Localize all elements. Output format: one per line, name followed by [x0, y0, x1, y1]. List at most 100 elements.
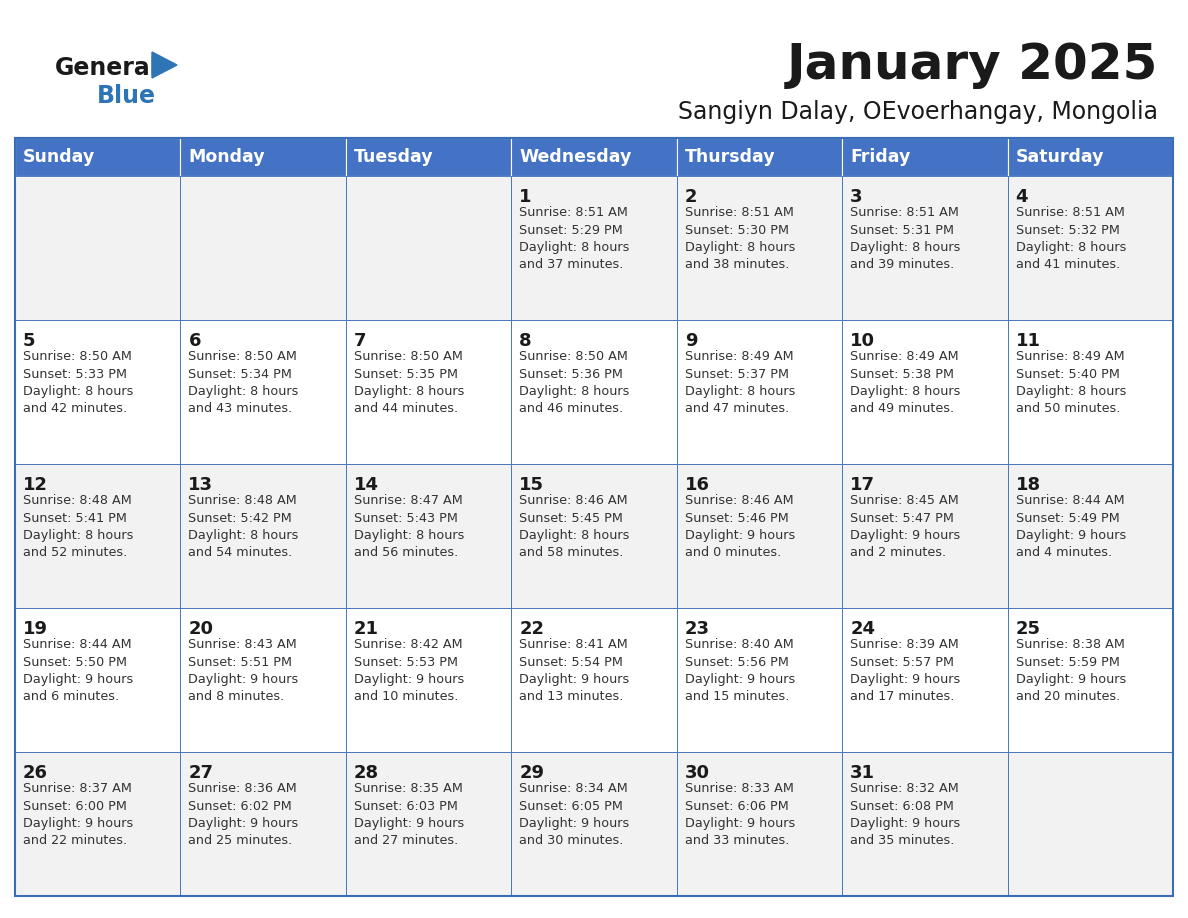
- Text: Sunrise: 8:44 AM
Sunset: 5:49 PM
Daylight: 9 hours
and 4 minutes.: Sunrise: 8:44 AM Sunset: 5:49 PM Dayligh…: [1016, 494, 1126, 559]
- Text: 19: 19: [23, 620, 48, 638]
- Text: Sunrise: 8:34 AM
Sunset: 6:05 PM
Daylight: 9 hours
and 30 minutes.: Sunrise: 8:34 AM Sunset: 6:05 PM Dayligh…: [519, 782, 630, 847]
- Text: 18: 18: [1016, 476, 1041, 494]
- Bar: [1007, 320, 1173, 464]
- Text: Sunrise: 8:42 AM
Sunset: 5:53 PM
Daylight: 9 hours
and 10 minutes.: Sunrise: 8:42 AM Sunset: 5:53 PM Dayligh…: [354, 638, 465, 703]
- Bar: [346, 752, 511, 896]
- Text: January 2025: January 2025: [786, 41, 1158, 89]
- Bar: [677, 752, 842, 896]
- Text: 24: 24: [851, 620, 876, 638]
- Bar: [511, 320, 677, 464]
- Text: Sunrise: 8:38 AM
Sunset: 5:59 PM
Daylight: 9 hours
and 20 minutes.: Sunrise: 8:38 AM Sunset: 5:59 PM Dayligh…: [1016, 638, 1126, 703]
- Bar: [15, 464, 181, 608]
- Text: Sunrise: 8:46 AM
Sunset: 5:46 PM
Daylight: 9 hours
and 0 minutes.: Sunrise: 8:46 AM Sunset: 5:46 PM Dayligh…: [684, 494, 795, 559]
- Text: Sunrise: 8:49 AM
Sunset: 5:38 PM
Daylight: 8 hours
and 49 minutes.: Sunrise: 8:49 AM Sunset: 5:38 PM Dayligh…: [851, 350, 961, 416]
- Text: Sunrise: 8:35 AM
Sunset: 6:03 PM
Daylight: 9 hours
and 27 minutes.: Sunrise: 8:35 AM Sunset: 6:03 PM Dayligh…: [354, 782, 465, 847]
- Bar: [346, 176, 511, 320]
- Text: 21: 21: [354, 620, 379, 638]
- Bar: [346, 608, 511, 752]
- Text: 6: 6: [189, 332, 201, 350]
- Bar: [1007, 752, 1173, 896]
- Text: 7: 7: [354, 332, 366, 350]
- Polygon shape: [152, 52, 177, 78]
- Text: Thursday: Thursday: [684, 148, 776, 166]
- Bar: [511, 464, 677, 608]
- Text: General: General: [55, 56, 159, 80]
- Text: 15: 15: [519, 476, 544, 494]
- Bar: [1007, 176, 1173, 320]
- Bar: [1007, 608, 1173, 752]
- Bar: [511, 176, 677, 320]
- Text: Sunrise: 8:32 AM
Sunset: 6:08 PM
Daylight: 9 hours
and 35 minutes.: Sunrise: 8:32 AM Sunset: 6:08 PM Dayligh…: [851, 782, 960, 847]
- Text: Monday: Monday: [189, 148, 265, 166]
- Text: Sunrise: 8:40 AM
Sunset: 5:56 PM
Daylight: 9 hours
and 15 minutes.: Sunrise: 8:40 AM Sunset: 5:56 PM Dayligh…: [684, 638, 795, 703]
- Text: Sunrise: 8:37 AM
Sunset: 6:00 PM
Daylight: 9 hours
and 22 minutes.: Sunrise: 8:37 AM Sunset: 6:00 PM Dayligh…: [23, 782, 133, 847]
- Text: Sunrise: 8:48 AM
Sunset: 5:42 PM
Daylight: 8 hours
and 54 minutes.: Sunrise: 8:48 AM Sunset: 5:42 PM Dayligh…: [189, 494, 299, 559]
- Text: 2: 2: [684, 188, 697, 206]
- Bar: [15, 608, 181, 752]
- Text: Sunrise: 8:50 AM
Sunset: 5:34 PM
Daylight: 8 hours
and 43 minutes.: Sunrise: 8:50 AM Sunset: 5:34 PM Dayligh…: [189, 350, 299, 416]
- Text: Sunrise: 8:50 AM
Sunset: 5:33 PM
Daylight: 8 hours
and 42 minutes.: Sunrise: 8:50 AM Sunset: 5:33 PM Dayligh…: [23, 350, 133, 416]
- Text: 5: 5: [23, 332, 36, 350]
- Bar: [181, 608, 346, 752]
- Bar: [677, 320, 842, 464]
- Text: 1: 1: [519, 188, 532, 206]
- Bar: [346, 464, 511, 608]
- Bar: [511, 752, 677, 896]
- Text: 12: 12: [23, 476, 48, 494]
- Text: Wednesday: Wednesday: [519, 148, 632, 166]
- Text: 8: 8: [519, 332, 532, 350]
- Bar: [1007, 464, 1173, 608]
- Bar: [181, 320, 346, 464]
- Text: 29: 29: [519, 764, 544, 782]
- Text: Sunrise: 8:45 AM
Sunset: 5:47 PM
Daylight: 9 hours
and 2 minutes.: Sunrise: 8:45 AM Sunset: 5:47 PM Dayligh…: [851, 494, 960, 559]
- Text: 13: 13: [189, 476, 214, 494]
- Text: 17: 17: [851, 476, 876, 494]
- Text: Sunrise: 8:46 AM
Sunset: 5:45 PM
Daylight: 8 hours
and 58 minutes.: Sunrise: 8:46 AM Sunset: 5:45 PM Dayligh…: [519, 494, 630, 559]
- Bar: [181, 752, 346, 896]
- Text: 16: 16: [684, 476, 709, 494]
- Text: Sunrise: 8:49 AM
Sunset: 5:40 PM
Daylight: 8 hours
and 50 minutes.: Sunrise: 8:49 AM Sunset: 5:40 PM Dayligh…: [1016, 350, 1126, 416]
- Text: 23: 23: [684, 620, 709, 638]
- Bar: [181, 176, 346, 320]
- Text: Tuesday: Tuesday: [354, 148, 434, 166]
- Text: Sunrise: 8:51 AM
Sunset: 5:31 PM
Daylight: 8 hours
and 39 minutes.: Sunrise: 8:51 AM Sunset: 5:31 PM Dayligh…: [851, 206, 961, 272]
- Text: 28: 28: [354, 764, 379, 782]
- Bar: [842, 320, 1007, 464]
- Bar: [842, 464, 1007, 608]
- Bar: [677, 464, 842, 608]
- Bar: [1007, 138, 1173, 176]
- Text: Sunrise: 8:33 AM
Sunset: 6:06 PM
Daylight: 9 hours
and 33 minutes.: Sunrise: 8:33 AM Sunset: 6:06 PM Dayligh…: [684, 782, 795, 847]
- Bar: [511, 138, 677, 176]
- Text: 11: 11: [1016, 332, 1041, 350]
- Text: Sunrise: 8:50 AM
Sunset: 5:35 PM
Daylight: 8 hours
and 44 minutes.: Sunrise: 8:50 AM Sunset: 5:35 PM Dayligh…: [354, 350, 465, 416]
- Bar: [842, 752, 1007, 896]
- Text: 9: 9: [684, 332, 697, 350]
- Bar: [15, 138, 181, 176]
- Text: Sunrise: 8:51 AM
Sunset: 5:32 PM
Daylight: 8 hours
and 41 minutes.: Sunrise: 8:51 AM Sunset: 5:32 PM Dayligh…: [1016, 206, 1126, 272]
- Text: Sunrise: 8:41 AM
Sunset: 5:54 PM
Daylight: 9 hours
and 13 minutes.: Sunrise: 8:41 AM Sunset: 5:54 PM Dayligh…: [519, 638, 630, 703]
- Bar: [15, 752, 181, 896]
- Text: 4: 4: [1016, 188, 1028, 206]
- Bar: [511, 608, 677, 752]
- Bar: [181, 138, 346, 176]
- Text: Sunday: Sunday: [23, 148, 95, 166]
- Text: 26: 26: [23, 764, 48, 782]
- Text: 22: 22: [519, 620, 544, 638]
- Bar: [842, 176, 1007, 320]
- Bar: [181, 464, 346, 608]
- Text: Sunrise: 8:49 AM
Sunset: 5:37 PM
Daylight: 8 hours
and 47 minutes.: Sunrise: 8:49 AM Sunset: 5:37 PM Dayligh…: [684, 350, 795, 416]
- Bar: [677, 176, 842, 320]
- Text: Sunrise: 8:44 AM
Sunset: 5:50 PM
Daylight: 9 hours
and 6 minutes.: Sunrise: 8:44 AM Sunset: 5:50 PM Dayligh…: [23, 638, 133, 703]
- Text: 27: 27: [189, 764, 214, 782]
- Bar: [15, 138, 1173, 896]
- Bar: [677, 608, 842, 752]
- Text: Friday: Friday: [851, 148, 910, 166]
- Bar: [346, 138, 511, 176]
- Bar: [15, 320, 181, 464]
- Text: Sunrise: 8:51 AM
Sunset: 5:30 PM
Daylight: 8 hours
and 38 minutes.: Sunrise: 8:51 AM Sunset: 5:30 PM Dayligh…: [684, 206, 795, 272]
- Text: Sunrise: 8:48 AM
Sunset: 5:41 PM
Daylight: 8 hours
and 52 minutes.: Sunrise: 8:48 AM Sunset: 5:41 PM Dayligh…: [23, 494, 133, 559]
- Text: 3: 3: [851, 188, 862, 206]
- Text: Saturday: Saturday: [1016, 148, 1104, 166]
- Text: Sunrise: 8:36 AM
Sunset: 6:02 PM
Daylight: 9 hours
and 25 minutes.: Sunrise: 8:36 AM Sunset: 6:02 PM Dayligh…: [189, 782, 298, 847]
- Text: Sunrise: 8:50 AM
Sunset: 5:36 PM
Daylight: 8 hours
and 46 minutes.: Sunrise: 8:50 AM Sunset: 5:36 PM Dayligh…: [519, 350, 630, 416]
